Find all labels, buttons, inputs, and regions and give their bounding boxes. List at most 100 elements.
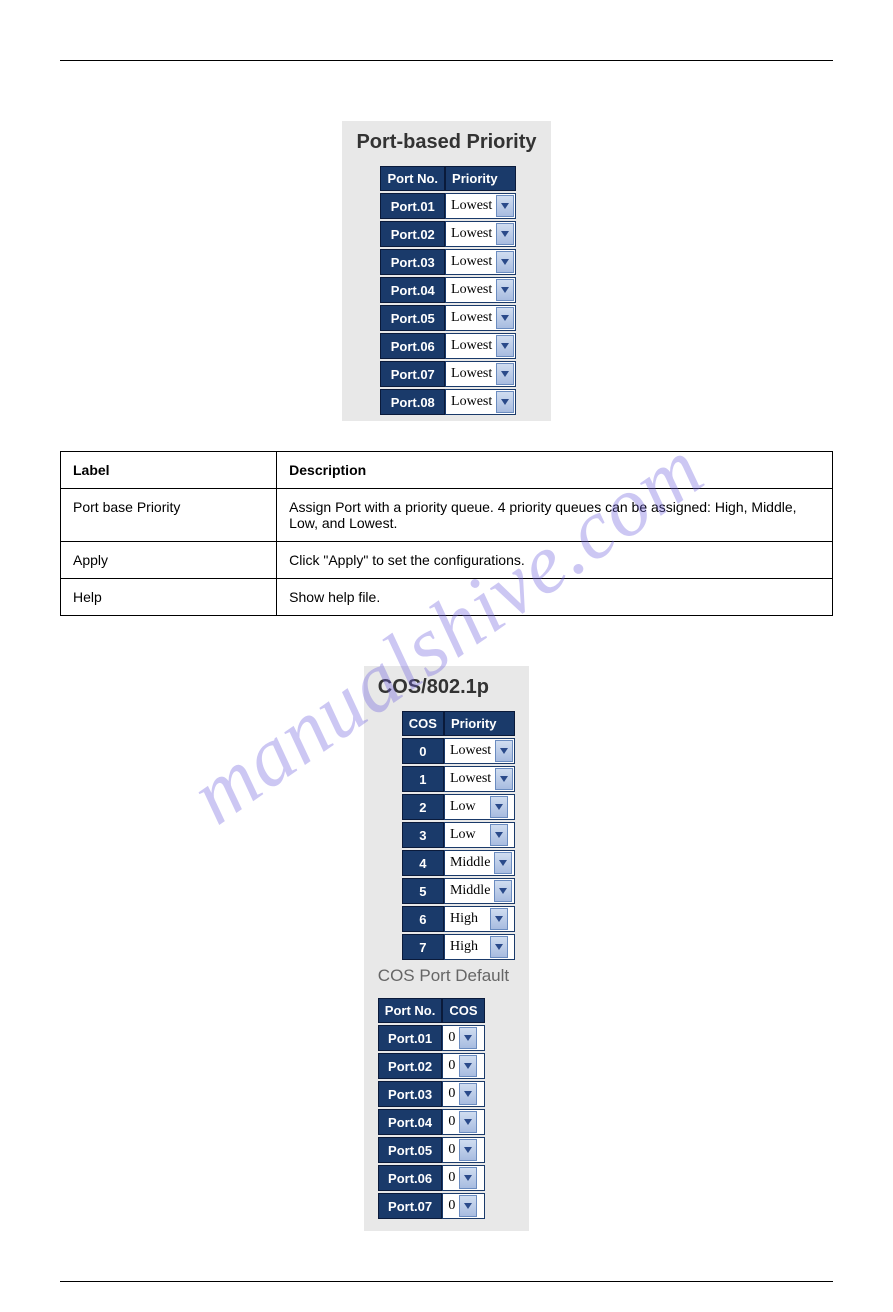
chevron-down-icon[interactable]: [494, 852, 512, 874]
chevron-down-icon[interactable]: [490, 824, 508, 846]
table-row: 3Low: [402, 822, 515, 848]
table-row: Port.01Lowest: [380, 193, 516, 219]
chevron-down-icon[interactable]: [496, 223, 514, 245]
select-cell: 0: [442, 1137, 484, 1163]
dropdown[interactable]: 0: [444, 1167, 482, 1189]
dropdown[interactable]: High: [446, 908, 513, 930]
cos-label: 3: [402, 822, 444, 848]
table-row: Port.03Lowest: [380, 249, 516, 275]
chevron-down-icon[interactable]: [490, 936, 508, 958]
dropdown-value: 0: [444, 1139, 459, 1161]
chevron-down-icon[interactable]: [459, 1083, 477, 1105]
chevron-down-icon[interactable]: [496, 307, 514, 329]
table-row: Port.02Lowest: [380, 221, 516, 247]
port-label: Port.06: [380, 333, 445, 359]
chevron-down-icon[interactable]: [494, 880, 512, 902]
dropdown-value: Lowest: [447, 335, 496, 357]
dropdown-value: Lowest: [447, 223, 496, 245]
dropdown[interactable]: Lowest: [447, 195, 514, 217]
port-priority-title: Port-based Priority: [356, 131, 536, 154]
chevron-down-icon[interactable]: [490, 796, 508, 818]
dropdown[interactable]: Lowest: [446, 768, 513, 790]
chevron-down-icon[interactable]: [459, 1139, 477, 1161]
col-cos: COS: [402, 711, 444, 736]
dropdown-value: 0: [444, 1027, 459, 1049]
dropdown[interactable]: 0: [444, 1111, 482, 1133]
chevron-down-icon[interactable]: [496, 195, 514, 217]
chevron-down-icon[interactable]: [459, 1195, 477, 1217]
chevron-down-icon[interactable]: [496, 335, 514, 357]
cos-label: 5: [402, 878, 444, 904]
dropdown[interactable]: Lowest: [447, 251, 514, 273]
table-row: Port.070: [378, 1193, 485, 1219]
chevron-down-icon[interactable]: [495, 768, 513, 790]
dropdown[interactable]: 0: [444, 1195, 482, 1217]
chevron-down-icon[interactable]: [459, 1111, 477, 1133]
table-row: Port.08Lowest: [380, 389, 516, 415]
select-cell: Lowest: [445, 333, 516, 359]
dropdown[interactable]: 0: [444, 1083, 482, 1105]
table-row: 6High: [402, 906, 515, 932]
chevron-down-icon[interactable]: [459, 1055, 477, 1077]
dropdown[interactable]: Lowest: [447, 363, 514, 385]
port-label: Port.07: [380, 361, 445, 387]
select-cell: Lowest: [445, 305, 516, 331]
select-cell: High: [444, 906, 515, 932]
select-cell: Lowest: [444, 766, 515, 792]
top-rule: [60, 60, 833, 61]
cos-label: 0: [402, 738, 444, 764]
dropdown[interactable]: Middle: [446, 880, 513, 902]
chevron-down-icon[interactable]: [495, 740, 513, 762]
select-cell: 0: [442, 1193, 484, 1219]
dropdown[interactable]: Lowest: [447, 335, 514, 357]
dropdown[interactable]: Low: [446, 824, 513, 846]
select-cell: Low: [444, 822, 515, 848]
cos-title-right: COS Port Default: [378, 966, 515, 986]
dropdown-value: High: [446, 936, 490, 958]
dropdown-value: Low: [446, 796, 490, 818]
cos-priority-table: COS Priority 0Lowest1Lowest2Low3Low4Midd…: [402, 709, 515, 962]
chevron-down-icon[interactable]: [496, 391, 514, 413]
select-cell: Lowest: [445, 277, 516, 303]
description-table: Label Description Port base PriorityAssi…: [60, 451, 833, 616]
select-cell: Lowest: [444, 738, 515, 764]
chevron-down-icon[interactable]: [496, 279, 514, 301]
dropdown[interactable]: 0: [444, 1027, 482, 1049]
desc-col-desc: Description: [277, 452, 833, 489]
dropdown-value: Lowest: [446, 740, 495, 762]
chevron-down-icon[interactable]: [496, 251, 514, 273]
select-cell: 0: [442, 1025, 484, 1051]
dropdown[interactable]: Low: [446, 796, 513, 818]
desc-text: Assign Port with a priority queue. 4 pri…: [277, 489, 833, 542]
table-row: Port.06Lowest: [380, 333, 516, 359]
dropdown[interactable]: High: [446, 936, 513, 958]
port-label: Port.02: [380, 221, 445, 247]
select-cell: 0: [442, 1165, 484, 1191]
dropdown[interactable]: Lowest: [447, 223, 514, 245]
dropdown[interactable]: Lowest: [447, 279, 514, 301]
chevron-down-icon[interactable]: [496, 363, 514, 385]
chevron-down-icon[interactable]: [459, 1167, 477, 1189]
cos-title-left: COS/802.1p: [378, 676, 515, 699]
select-cell: Low: [444, 794, 515, 820]
chevron-down-icon[interactable]: [490, 908, 508, 930]
dropdown[interactable]: Lowest: [447, 307, 514, 329]
select-cell: 0: [442, 1053, 484, 1079]
table-row: Port.020: [378, 1053, 485, 1079]
col-cos-priority: Priority: [444, 711, 515, 736]
dropdown[interactable]: 0: [444, 1055, 482, 1077]
chevron-down-icon[interactable]: [459, 1027, 477, 1049]
cos-label: 4: [402, 850, 444, 876]
cos-port-label: Port.06: [378, 1165, 443, 1191]
dropdown-value: Lowest: [447, 363, 496, 385]
dropdown-value: High: [446, 908, 490, 930]
select-cell: High: [444, 934, 515, 960]
dropdown[interactable]: Lowest: [446, 740, 513, 762]
table-row: 7High: [402, 934, 515, 960]
table-row: Port.030: [378, 1081, 485, 1107]
dropdown[interactable]: Middle: [446, 852, 513, 874]
dropdown[interactable]: Lowest: [447, 391, 514, 413]
cos-panel: COS/802.1p COS Priority 0Lowest1Lowest2L…: [364, 666, 529, 1231]
page-content: Port-based Priority Port No. Priority Po…: [0, 0, 893, 1312]
dropdown[interactable]: 0: [444, 1139, 482, 1161]
